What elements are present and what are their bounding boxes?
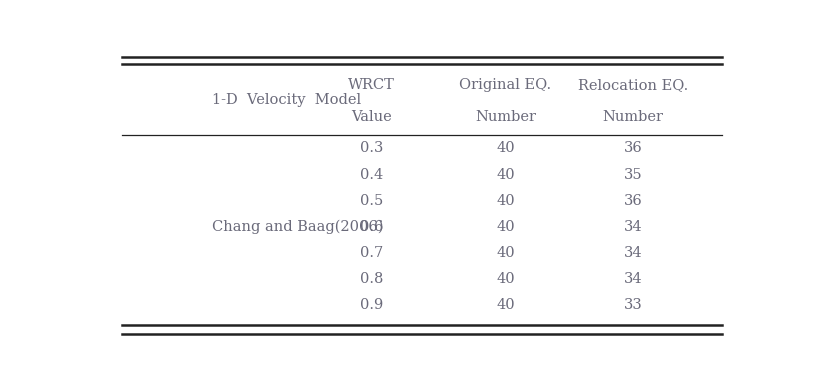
Text: 35: 35 <box>624 167 643 182</box>
Text: 40: 40 <box>496 298 515 312</box>
Text: 34: 34 <box>624 220 643 234</box>
Text: 34: 34 <box>624 272 643 286</box>
Text: 36: 36 <box>624 141 643 156</box>
Text: 0.3: 0.3 <box>359 141 383 156</box>
Text: 40: 40 <box>496 246 515 260</box>
Text: Value: Value <box>351 110 391 124</box>
Text: Number: Number <box>602 110 663 124</box>
Text: 1-D  Velocity  Model: 1-D Velocity Model <box>212 92 361 107</box>
Text: 40: 40 <box>496 141 515 156</box>
Text: 40: 40 <box>496 167 515 182</box>
Text: Original EQ.: Original EQ. <box>459 78 551 92</box>
Text: 40: 40 <box>496 194 515 208</box>
Text: 40: 40 <box>496 220 515 234</box>
Text: 40: 40 <box>496 272 515 286</box>
Text: 0.4: 0.4 <box>359 167 383 182</box>
Text: 34: 34 <box>624 246 643 260</box>
Text: 36: 36 <box>624 194 643 208</box>
Text: 0.7: 0.7 <box>359 246 383 260</box>
Text: 0.5: 0.5 <box>359 194 383 208</box>
Text: Chang and Baag(2006): Chang and Baag(2006) <box>212 219 383 234</box>
Text: 0.8: 0.8 <box>359 272 383 286</box>
Text: Number: Number <box>475 110 536 124</box>
Text: 0.6: 0.6 <box>359 220 383 234</box>
Text: Relocation EQ.: Relocation EQ. <box>578 78 688 92</box>
Text: 33: 33 <box>624 298 643 312</box>
Text: 0.9: 0.9 <box>359 298 383 312</box>
Text: WRCT: WRCT <box>348 78 395 92</box>
